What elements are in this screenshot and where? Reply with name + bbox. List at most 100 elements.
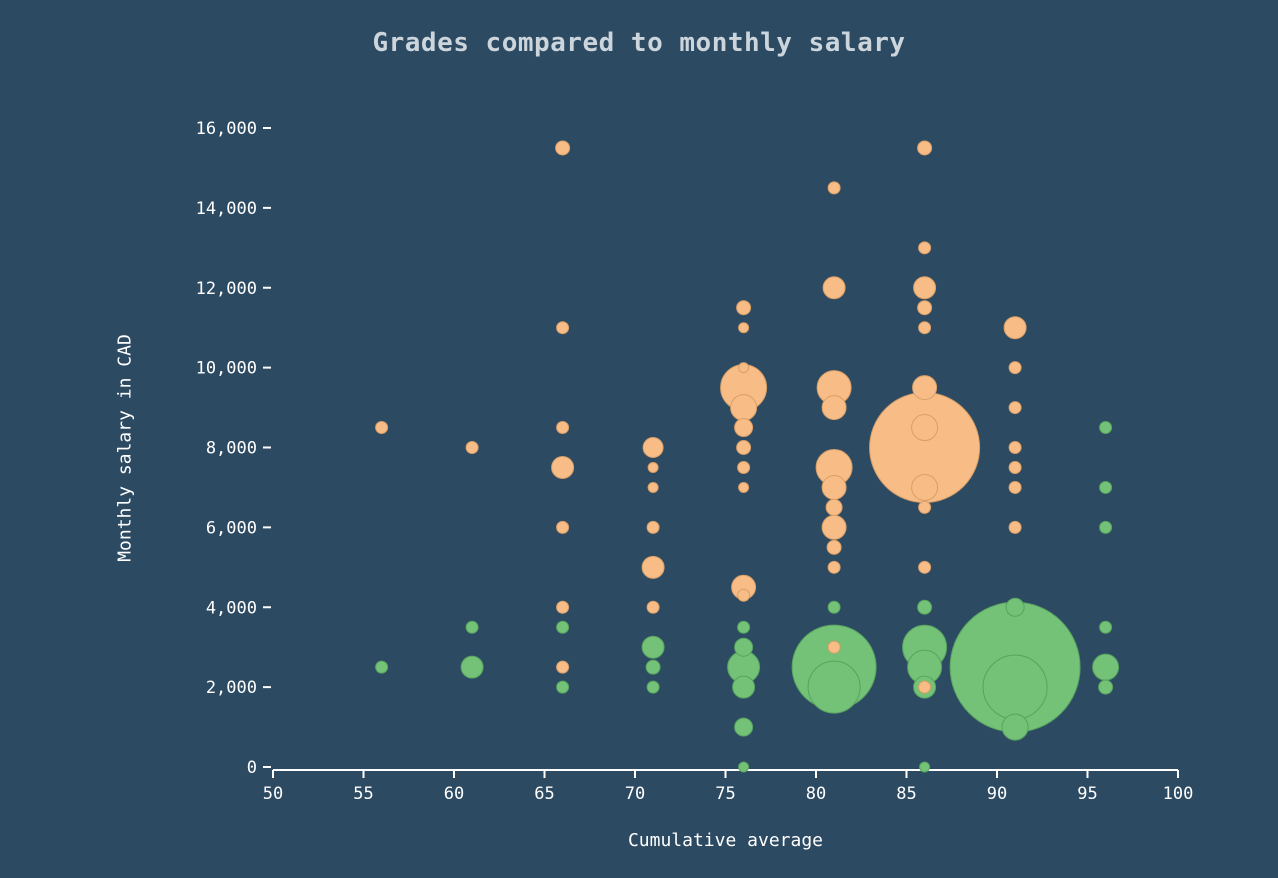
x-tick-label: 90	[987, 784, 1007, 804]
bubble-orange-bubbles	[918, 321, 932, 335]
bubble-green-bubbles	[556, 680, 570, 694]
bubble-orange-bubbles	[736, 300, 752, 316]
bubble-green-bubbles	[375, 660, 389, 674]
bubble-orange-bubbles	[1008, 520, 1022, 534]
y-tick-label: 8,000	[206, 439, 257, 459]
y-tick-label: 0	[247, 758, 257, 778]
bubble-orange-bubbles	[551, 455, 575, 479]
y-tick-label: 10,000	[196, 359, 257, 379]
bubble-green-bubbles	[982, 654, 1048, 720]
bubble-green-bubbles	[645, 659, 661, 675]
bubble-orange-bubbles	[646, 600, 660, 614]
bubble-green-bubbles	[734, 637, 754, 657]
bubble-orange-bubbles	[642, 437, 664, 458]
x-tick-label: 100	[1163, 784, 1194, 804]
bubble-green-bubbles	[1092, 653, 1120, 681]
bubble-green-bubbles	[807, 660, 861, 714]
x-tick-label: 95	[1077, 784, 1097, 804]
bubble-green-bubbles	[1098, 679, 1114, 695]
bubble-orange-bubbles	[555, 140, 571, 156]
bubble-orange-bubbles	[821, 514, 847, 540]
x-tick-label: 70	[625, 784, 645, 804]
bubble-green-bubbles	[1099, 421, 1113, 435]
x-tick-label: 65	[534, 784, 554, 804]
bubble-orange-bubbles	[375, 421, 389, 435]
bubble-orange-bubbles	[737, 588, 751, 602]
bubble-orange-bubbles	[641, 555, 665, 579]
x-tick-label: 80	[806, 784, 826, 804]
bubble-orange-bubbles	[826, 539, 842, 555]
bubble-green-bubbles	[738, 761, 750, 773]
bubble-orange-bubbles	[556, 321, 570, 335]
bubble-orange-bubbles	[911, 473, 939, 501]
bubble-orange-bubbles	[738, 481, 750, 493]
bubble-green-bubbles	[646, 680, 660, 694]
bubble-orange-bubbles	[556, 660, 570, 674]
x-tick-label: 60	[444, 784, 464, 804]
bubble-orange-bubbles	[822, 276, 846, 300]
y-tick-label: 12,000	[196, 279, 257, 299]
y-tick-label: 14,000	[196, 199, 257, 219]
bubble-orange-bubbles	[918, 680, 932, 694]
bubble-orange-bubbles	[556, 421, 570, 435]
bubble-orange-bubbles	[736, 440, 752, 455]
bubble-green-bubbles	[1099, 520, 1113, 534]
bubble-green-bubbles	[1099, 620, 1113, 634]
bubble-green-bubbles	[1099, 480, 1113, 494]
bubble-orange-bubbles	[827, 181, 841, 195]
bubble-orange-bubbles	[821, 395, 847, 421]
y-tick-label: 6,000	[206, 518, 257, 538]
bubble-orange-bubbles	[738, 322, 750, 334]
bubble-green-bubbles	[641, 635, 665, 659]
bubble-orange-bubbles	[1003, 316, 1027, 340]
bubble-orange-bubbles	[556, 600, 570, 614]
bubble-orange-bubbles	[918, 241, 932, 255]
bubble-orange-bubbles	[825, 498, 843, 516]
bubble-orange-bubbles	[917, 300, 933, 316]
bubble-orange-bubbles	[646, 520, 660, 534]
x-tick-label: 85	[896, 784, 916, 804]
x-tick-label: 75	[715, 784, 735, 804]
bubble-orange-bubbles	[1008, 480, 1022, 494]
bubble-orange-bubbles	[1008, 361, 1022, 375]
bubble-orange-bubbles	[912, 375, 938, 401]
bubble-green-bubbles	[734, 717, 754, 737]
bubble-green-bubbles	[827, 600, 841, 614]
bubble-orange-bubbles	[734, 418, 754, 438]
bubble-orange-bubbles	[918, 560, 932, 574]
bubble-orange-bubbles	[918, 500, 932, 514]
bubble-orange-bubbles	[1008, 401, 1022, 415]
bubble-green-bubbles	[919, 761, 931, 773]
bubble-orange-bubbles	[827, 560, 841, 574]
bubble-orange-bubbles	[913, 276, 937, 300]
bubble-orange-bubbles	[465, 441, 479, 454]
bubble-orange-bubbles	[737, 460, 751, 474]
bubble-orange-bubbles	[647, 461, 659, 473]
x-tick-label: 55	[353, 784, 373, 804]
bubble-green-bubbles	[460, 655, 484, 679]
bubble-orange-bubbles	[730, 394, 758, 422]
y-tick-label: 16,000	[196, 119, 257, 139]
bubble-orange-bubbles	[1008, 460, 1022, 474]
bubble-green-bubbles	[917, 599, 933, 615]
bubble-green-bubbles	[737, 620, 751, 634]
bubble-green-bubbles	[1001, 713, 1029, 741]
bubble-green-bubbles	[556, 620, 570, 634]
bubble-orange-bubbles	[911, 414, 939, 442]
bubble-green-bubbles	[732, 675, 756, 699]
y-axis-label: Monthly salary in CAD	[114, 334, 136, 562]
x-tick-label: 50	[263, 784, 283, 804]
y-tick-label: 2,000	[206, 678, 257, 698]
bubble-orange-bubbles	[647, 481, 659, 493]
bubble-green-bubbles	[1005, 597, 1025, 617]
bubble-orange-bubbles	[917, 140, 933, 156]
bubble-orange-bubbles	[556, 520, 570, 534]
y-tick-label: 4,000	[206, 598, 257, 618]
bubble-orange-bubbles	[1008, 441, 1022, 454]
x-axis-label: Cumulative average	[627, 830, 824, 851]
bubble-orange-bubbles	[827, 640, 841, 654]
bubble-orange-bubbles	[738, 362, 750, 374]
bubble-green-bubbles	[465, 620, 479, 634]
